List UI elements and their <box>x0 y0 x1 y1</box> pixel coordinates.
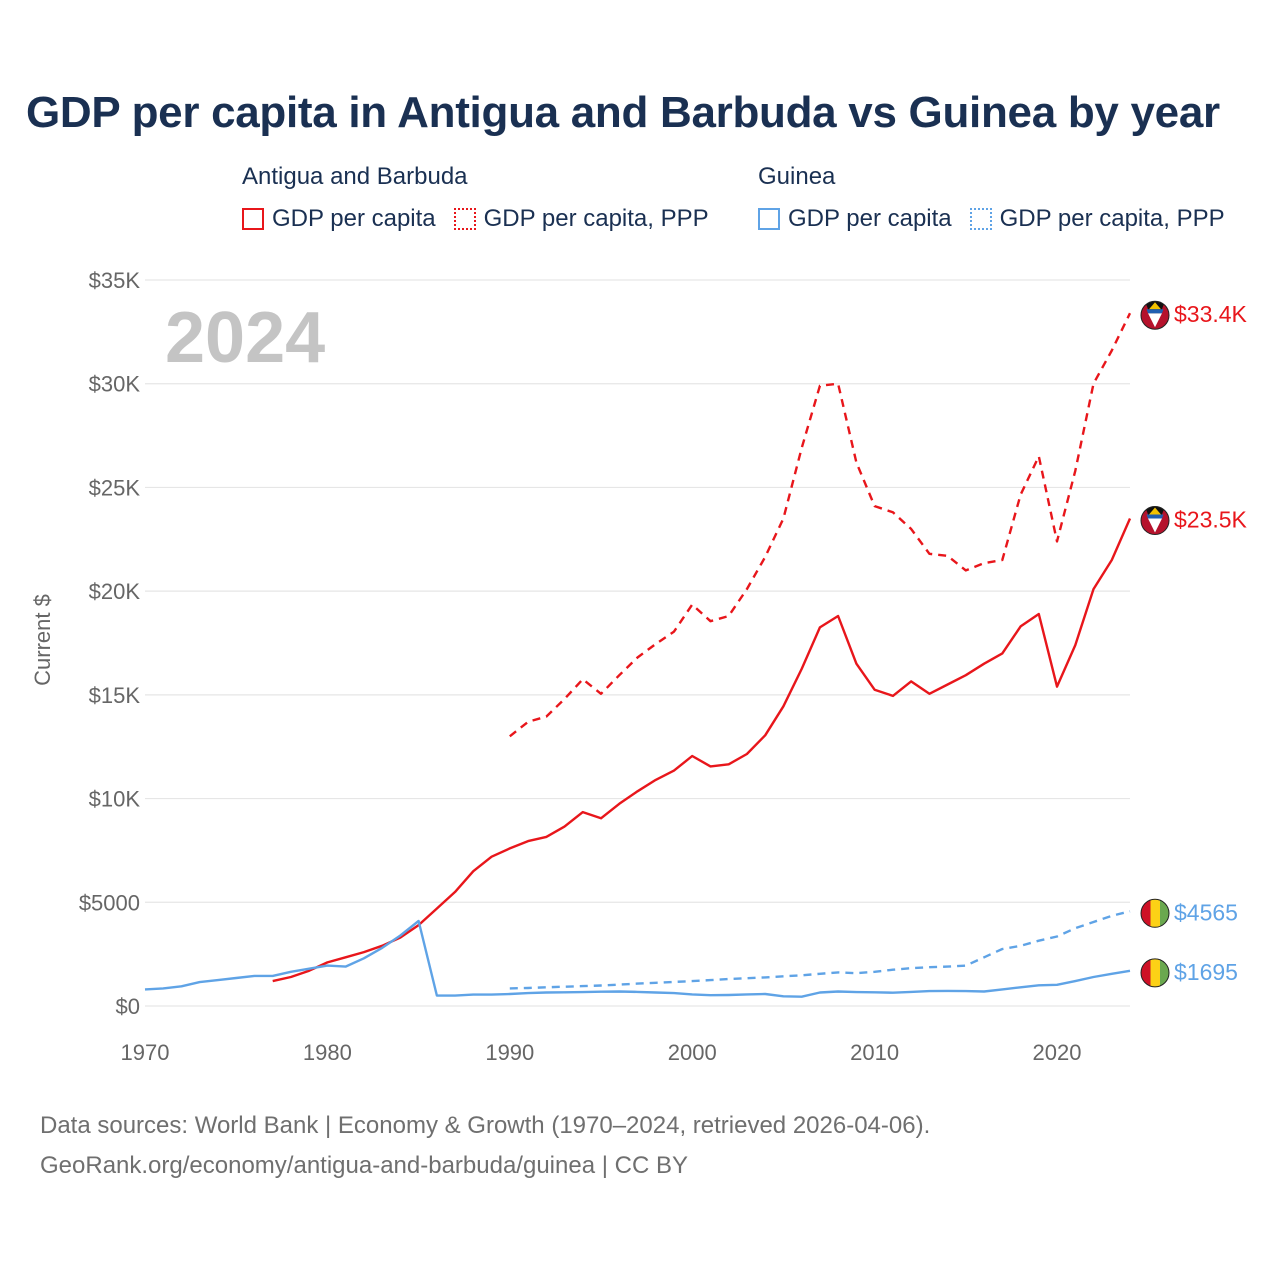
end-value-label: $4565 <box>1174 899 1238 925</box>
legend-swatch-solid-red <box>242 208 264 230</box>
antigua-and-barbuda-flag-icon <box>1140 300 1170 330</box>
legend-heading-antigua: Antigua and Barbuda <box>242 163 468 190</box>
y-tick-label: $5000 <box>79 890 140 915</box>
y-axis-ticks: $0 $5000 $10K $15K $20K $25K $30K $35K <box>79 268 141 1019</box>
legend-label: GDP per capita <box>788 205 952 232</box>
y-tick-label: $15K <box>89 683 141 708</box>
legend-swatch-dotted-blue <box>969 208 992 230</box>
legend-antigua-gdp[interactable]: GDP per capita <box>242 205 436 233</box>
legend-label: GDP per capita, PPP <box>483 205 709 232</box>
legend-swatch-solid-blue <box>758 208 780 230</box>
footer-link[interactable]: GeoRank.org/economy/antigua-and-barbuda/… <box>40 1152 688 1179</box>
series-line[interactable] <box>509 910 1131 990</box>
y-axis-title: Current $ <box>30 594 55 686</box>
chart-title: GDP per capita in Antigua and Barbuda vs… <box>26 88 1220 137</box>
x-tick-label: 1990 <box>485 1040 534 1065</box>
guinea-flag-icon <box>1140 898 1170 928</box>
legend-antigua: Antigua and Barbuda GDP per capita GDP p… <box>242 163 727 233</box>
legend-label: GDP per capita <box>272 205 436 232</box>
series-lines <box>144 312 1132 998</box>
y-tick-label: $25K <box>89 475 141 500</box>
legend-label: GDP per capita, PPP <box>999 205 1225 232</box>
year-watermark: 2024 <box>165 298 325 378</box>
guinea-flag-icon <box>1140 958 1170 988</box>
y-tick-label: $10K <box>89 787 141 812</box>
legend-guinea-gdp[interactable]: GDP per capita <box>758 205 952 233</box>
legend-guinea: Guinea GDP per capita GDP per capita, PP… <box>758 163 1243 233</box>
end-value-label: $33.4K <box>1174 301 1248 327</box>
footer-sources: Data sources: World Bank | Economy & Gro… <box>40 1112 931 1139</box>
legend-heading-guinea: Guinea <box>758 163 836 190</box>
y-tick-label: $20K <box>89 579 141 604</box>
x-tick-label: 2020 <box>1033 1040 1082 1065</box>
x-tick-label: 1980 <box>303 1040 352 1065</box>
end-value-label: $23.5K <box>1174 507 1248 533</box>
series-line[interactable] <box>509 312 1132 738</box>
end-value-label: $1695 <box>1174 959 1238 985</box>
y-tick-label: $0 <box>116 994 140 1019</box>
x-tick-label: 2010 <box>850 1040 899 1065</box>
antigua-and-barbuda-flag-icon <box>1140 506 1170 536</box>
series-line[interactable] <box>144 919 1131 998</box>
grid-lines <box>145 279 1130 1007</box>
end-labels: $23.5K $33.4K $1695 $4565 <box>1140 300 1248 988</box>
y-tick-label: $30K <box>89 372 141 397</box>
legend-antigua-gdp-ppp[interactable]: GDP per capita, PPP <box>453 205 709 233</box>
series-line[interactable] <box>272 518 1132 983</box>
x-tick-label: 2000 <box>668 1040 717 1065</box>
y-tick-label: $35K <box>89 268 141 293</box>
x-axis-ticks: 1970 1980 1990 2000 2010 2020 <box>121 1040 1082 1065</box>
legend-swatch-dotted-red <box>453 208 476 230</box>
footer: Data sources: World Bank | Economy & Gro… <box>40 1106 930 1186</box>
legend-guinea-gdp-ppp[interactable]: GDP per capita, PPP <box>969 205 1225 233</box>
x-tick-label: 1970 <box>121 1040 170 1065</box>
